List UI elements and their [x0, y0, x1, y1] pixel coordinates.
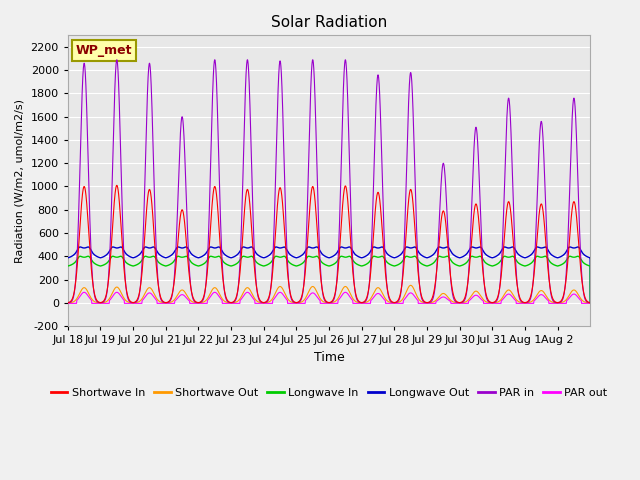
Legend: Shortwave In, Shortwave Out, Longwave In, Longwave Out, PAR in, PAR out: Shortwave In, Shortwave Out, Longwave In…	[46, 384, 612, 403]
Title: Solar Radiation: Solar Radiation	[271, 15, 387, 30]
Text: WP_met: WP_met	[76, 44, 132, 57]
Y-axis label: Radiation (W/m2, umol/m2/s): Radiation (W/m2, umol/m2/s)	[15, 99, 25, 263]
X-axis label: Time: Time	[314, 350, 344, 364]
